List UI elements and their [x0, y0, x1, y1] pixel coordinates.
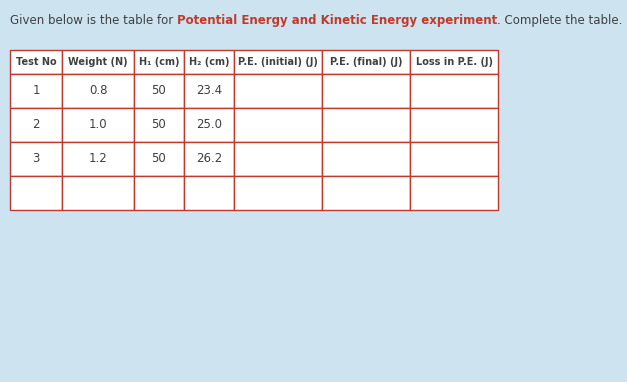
Bar: [184, 74, 234, 108]
Bar: [10, 176, 62, 210]
Bar: [184, 142, 234, 176]
Bar: [134, 50, 184, 74]
Text: P.E. (final) (J): P.E. (final) (J): [330, 57, 403, 67]
Bar: [134, 108, 184, 142]
Text: H₁ (cm): H₁ (cm): [139, 57, 179, 67]
Bar: [410, 74, 498, 108]
Text: Potential Energy and Kinetic Energy experiment: Potential Energy and Kinetic Energy expe…: [177, 14, 497, 27]
Text: Test No: Test No: [16, 57, 56, 67]
Bar: [234, 74, 322, 108]
Bar: [410, 50, 498, 74]
Text: Given below is the table for: Given below is the table for: [10, 14, 177, 27]
Bar: [62, 176, 134, 210]
Bar: [322, 74, 410, 108]
Text: 1: 1: [32, 84, 40, 97]
Bar: [322, 176, 410, 210]
Bar: [10, 50, 62, 74]
Bar: [234, 108, 322, 142]
Bar: [134, 176, 184, 210]
Bar: [10, 108, 62, 142]
Bar: [322, 108, 410, 142]
Bar: [62, 50, 134, 74]
Bar: [184, 50, 234, 74]
Bar: [184, 176, 234, 210]
Text: Weight (N): Weight (N): [68, 57, 128, 67]
Text: 3: 3: [33, 152, 40, 165]
Text: H₂ (cm): H₂ (cm): [189, 57, 229, 67]
Text: 50: 50: [152, 84, 166, 97]
Text: 25.0: 25.0: [196, 118, 222, 131]
Bar: [234, 176, 322, 210]
Bar: [62, 142, 134, 176]
Bar: [322, 50, 410, 74]
Text: 50: 50: [152, 152, 166, 165]
Bar: [322, 142, 410, 176]
Bar: [410, 142, 498, 176]
Text: Loss in P.E. (J): Loss in P.E. (J): [416, 57, 492, 67]
Text: 26.2: 26.2: [196, 152, 222, 165]
Bar: [10, 74, 62, 108]
Text: 1.0: 1.0: [88, 118, 107, 131]
Text: 0.8: 0.8: [89, 84, 107, 97]
Bar: [134, 74, 184, 108]
Bar: [234, 50, 322, 74]
Bar: [62, 74, 134, 108]
Bar: [10, 142, 62, 176]
Bar: [134, 142, 184, 176]
Bar: [410, 108, 498, 142]
Bar: [410, 176, 498, 210]
Bar: [62, 108, 134, 142]
Text: 1.2: 1.2: [88, 152, 107, 165]
Text: P.E. (initial) (J): P.E. (initial) (J): [238, 57, 318, 67]
Text: . Complete the table.: . Complete the table.: [497, 14, 623, 27]
Bar: [234, 142, 322, 176]
Text: 50: 50: [152, 118, 166, 131]
Text: 23.4: 23.4: [196, 84, 222, 97]
Bar: [184, 108, 234, 142]
Text: 2: 2: [32, 118, 40, 131]
